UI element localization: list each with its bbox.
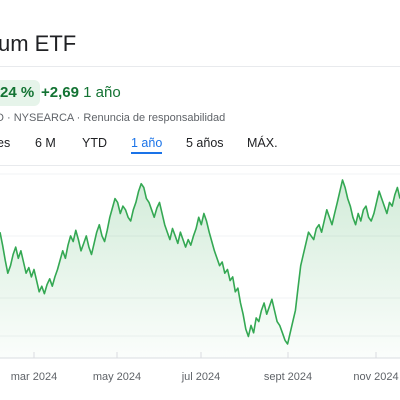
price-chart[interactable]: mar 2024 may 2024 jul 2024 sept 2024 nov 202…	[0, 166, 400, 400]
x-tick-label-0: mar 2024	[11, 371, 57, 383]
exchange-meta: D · NYSEARCA · Renuncia de responsabilid…	[0, 112, 226, 124]
tab-5-days[interactable]: es	[0, 136, 11, 150]
header-divider	[0, 66, 400, 67]
x-tick-label-2: jul 2024	[181, 371, 221, 383]
page-title: um ETF	[0, 31, 77, 56]
change-period: 1 año	[83, 84, 121, 101]
tab-6-months[interactable]: 6 M	[35, 136, 56, 150]
x-axis-ticks: mar 2024 may 2024 jul 2024 sept 2024 nov 202…	[11, 352, 399, 383]
tabs-divider	[0, 165, 400, 166]
price-line	[0, 179, 400, 345]
x-tick-label-4: nov 2024	[353, 371, 398, 383]
price-area-fill	[0, 180, 400, 358]
tab-5-years[interactable]: 5 años	[186, 136, 224, 150]
x-tick-label-3: sept 2024	[264, 371, 312, 383]
percent-change-badge: 24 %	[0, 80, 41, 106]
absolute-change: +2,69 1 año	[41, 84, 121, 101]
x-tick-label-1: may 2024	[93, 371, 141, 383]
range-tabs: es 6 M YTD 1 año 5 años MÁX.	[0, 130, 400, 160]
absolute-change-value: +2,69	[41, 84, 79, 101]
tab-ytd[interactable]: YTD	[82, 136, 107, 150]
tab-1-year[interactable]: 1 año	[131, 136, 163, 154]
tab-max[interactable]: MÁX.	[247, 136, 278, 150]
